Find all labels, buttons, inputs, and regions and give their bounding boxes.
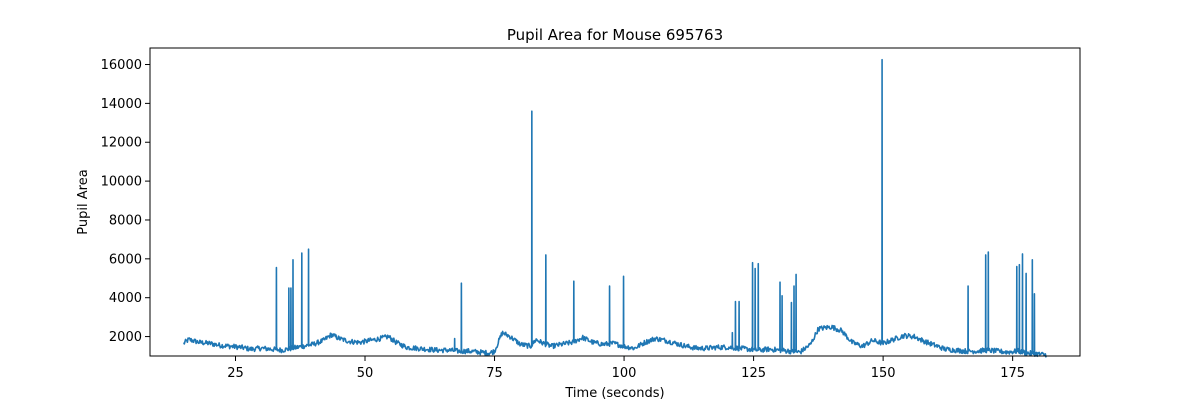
x-tick-label: 25 xyxy=(227,366,244,381)
x-tick-label: 75 xyxy=(486,366,503,381)
y-tick-label: 12000 xyxy=(101,136,142,151)
y-tick-label: 16000 xyxy=(101,58,142,73)
x-axis: 25 50 75 100 125 150 175 xyxy=(227,356,1025,381)
x-tick-label: 125 xyxy=(741,366,766,381)
plot-frame xyxy=(149,47,1081,357)
y-tick-label: 10000 xyxy=(101,175,142,190)
y-tick-label: 6000 xyxy=(109,252,142,267)
x-axis-label: Time (seconds) xyxy=(564,386,664,400)
x-tick-label: 50 xyxy=(357,366,374,381)
x-tick-label: 175 xyxy=(1000,366,1025,381)
y-tick-label: 2000 xyxy=(109,330,142,345)
x-tick-label: 150 xyxy=(871,366,896,381)
y-tick-label: 4000 xyxy=(109,291,142,306)
plot-area xyxy=(149,47,1081,358)
y-axis: 2000 4000 6000 8000 10000 12000 14000 16000 xyxy=(101,58,150,345)
y-tick-label: 14000 xyxy=(101,97,142,112)
y-axis-label: Pupil Area xyxy=(76,169,91,234)
x-tick-label: 100 xyxy=(612,366,637,381)
y-tick-label: 8000 xyxy=(109,213,142,228)
chart-title: Pupil Area for Mouse 695763 xyxy=(507,26,723,44)
series-line-pupil-area xyxy=(182,58,1047,358)
